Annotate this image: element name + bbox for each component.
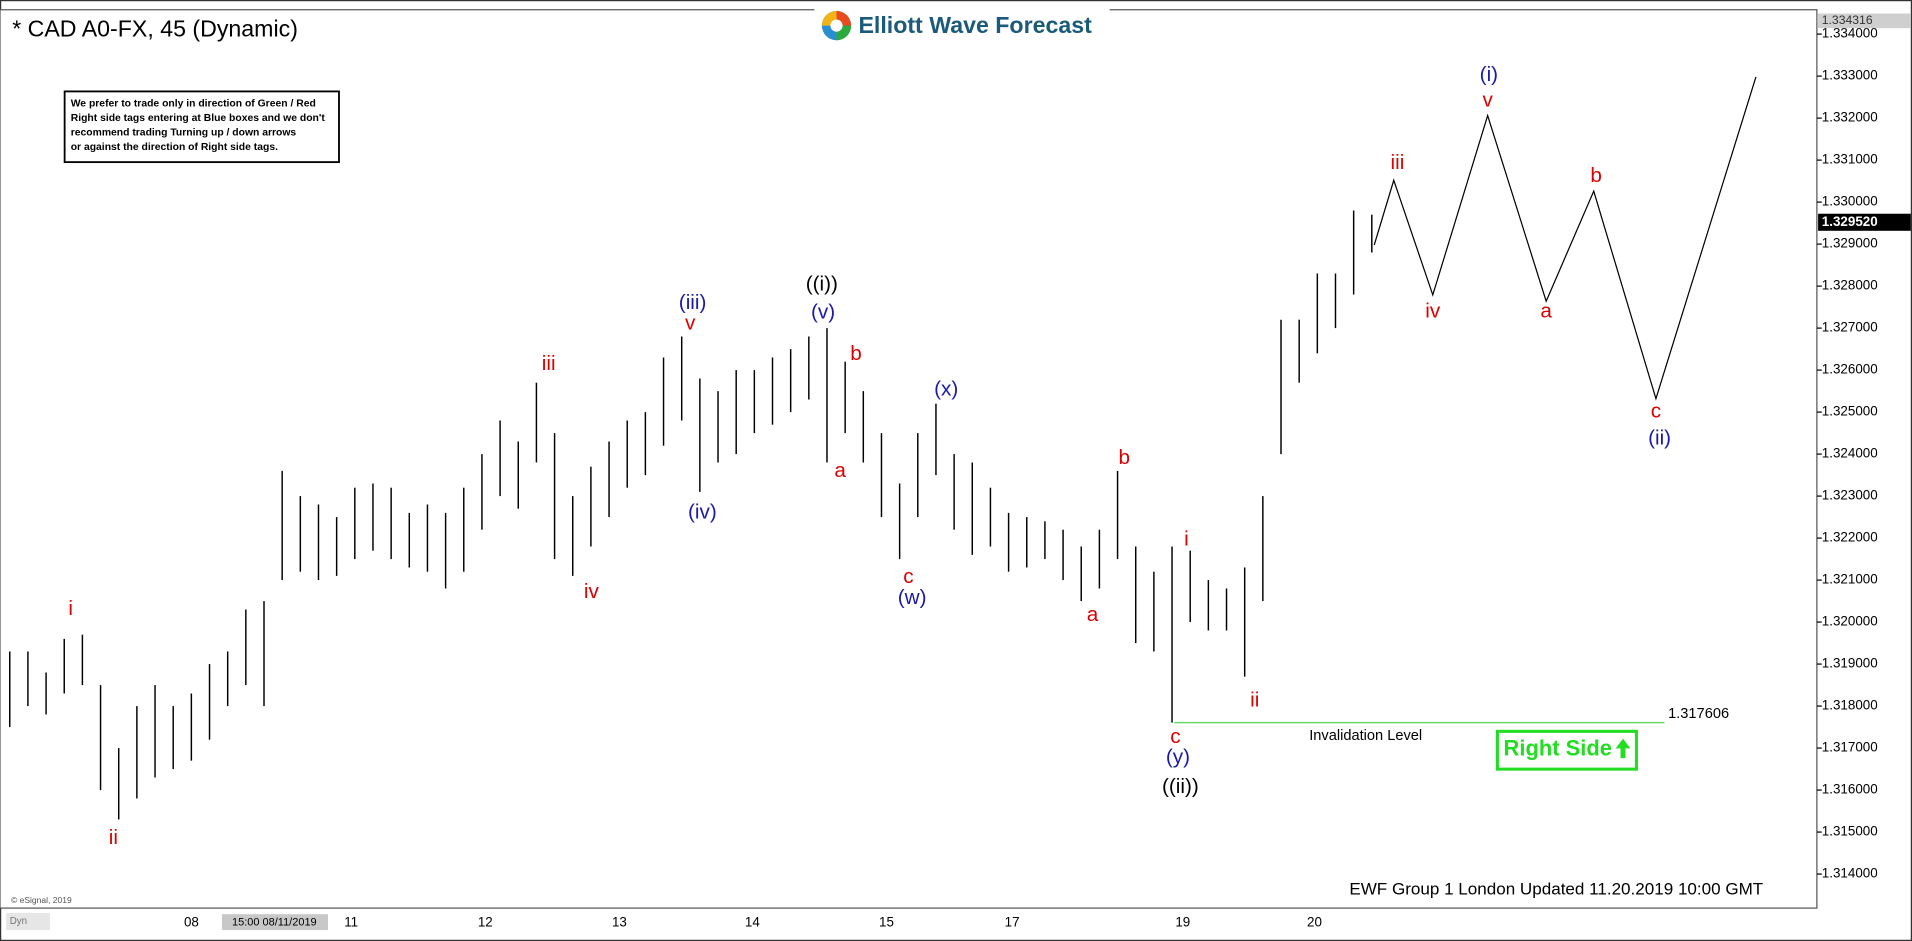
y-tick-label: 1.322000	[1822, 530, 1878, 545]
y-tick-label: 1.321000	[1822, 572, 1878, 587]
note-line: We prefer to trade only in direction of …	[71, 98, 316, 109]
y-tick-label: 1.326000	[1822, 362, 1878, 377]
wave-label: c	[1170, 725, 1180, 748]
wave-label: (ii)	[1648, 426, 1671, 449]
logo: Elliott Wave Forecast	[814, 4, 1110, 47]
wave-label: ii	[109, 826, 118, 849]
wave-label: (x)	[934, 378, 958, 401]
wave-label: b	[850, 342, 862, 365]
x-tick-label: 17	[1005, 914, 1020, 929]
x-tick-label: 08	[184, 914, 199, 929]
x-tick-label: 15:00 08/11/2019	[232, 917, 317, 929]
y-tick-label: 1.328000	[1822, 278, 1878, 293]
y-tick-label: 1.320000	[1822, 614, 1878, 629]
wave-label: v	[685, 312, 696, 335]
wave-label: iii	[542, 352, 556, 375]
note: We prefer to trade only in direction of …	[63, 90, 340, 164]
wave-label: (i)	[1480, 63, 1498, 86]
y-tick-label: 1.319000	[1822, 656, 1878, 671]
x-tick-label: 14	[745, 914, 760, 929]
wave-label: b	[1119, 446, 1131, 469]
last-price-box	[1818, 213, 1911, 231]
x-tick-label: 15	[879, 914, 894, 929]
y-tick-label: 1.318000	[1822, 698, 1878, 713]
wave-label: a	[1540, 300, 1552, 323]
y-tick-label: 1.315000	[1822, 824, 1878, 839]
high-label-box	[1818, 13, 1911, 29]
last-price-label: 1.329520	[1822, 214, 1878, 229]
logo-box	[814, 4, 1110, 47]
footer: EWF Group 1 London Updated 11.20.2019 10…	[1349, 879, 1763, 898]
x-tick-label: 19	[1175, 914, 1190, 929]
note-box	[63, 90, 340, 164]
x-tick-label: 20	[1307, 914, 1322, 929]
wave-label: c	[1651, 399, 1661, 422]
wave-label: i	[68, 597, 73, 620]
wave-label: c	[903, 565, 913, 588]
x-cursor-box	[221, 914, 329, 931]
wave-label: b	[1590, 164, 1602, 187]
wave-label: iv	[584, 580, 600, 603]
projection-line	[1373, 76, 1757, 401]
y-tick-label: 1.316000	[1822, 782, 1878, 797]
x-tick-label: 11	[344, 914, 358, 929]
right-side: Right Side	[1495, 729, 1638, 771]
wave-label: a	[1087, 603, 1099, 626]
y-tick-label: 1.330000	[1822, 194, 1878, 209]
right-side-box	[1495, 729, 1638, 771]
wave-label: (iv)	[688, 501, 717, 524]
right-side-arrow	[1615, 738, 1631, 759]
high-label: 1.334316	[1822, 13, 1873, 27]
copyright: © eSignal, 2019	[11, 895, 72, 905]
wave-label: i	[1184, 527, 1189, 550]
note-line: or against the direction of Right side t…	[71, 142, 278, 153]
wave-label: a	[834, 459, 846, 482]
y-tick-label: 1.323000	[1822, 488, 1878, 503]
y-tick-label: 1.327000	[1822, 320, 1878, 335]
wave-label: iii	[1391, 151, 1405, 174]
wave-label: (w)	[898, 586, 927, 609]
dyn-box	[6, 912, 50, 931]
wave-label: ((i))	[806, 273, 838, 296]
y-tick-label: 1.334000	[1822, 26, 1878, 41]
y-tick-label: 1.314000	[1822, 866, 1878, 881]
y-tick-label: 1.325000	[1822, 404, 1878, 419]
wave-label: (v)	[811, 301, 835, 324]
logo-icon	[830, 19, 843, 32]
wave-label: iv	[1425, 300, 1441, 323]
wave-label: v	[1482, 89, 1493, 112]
wave-label: (iii)	[679, 291, 707, 314]
note-line: Right side tags entering at Blue boxes a…	[71, 113, 326, 124]
invalidation-value: 1.317606	[1668, 706, 1729, 722]
note-line: recommend trading Turning up / down arro…	[71, 128, 297, 139]
y-tick-label: 1.329000	[1822, 236, 1878, 251]
logo-text: Elliott Wave Forecast	[858, 12, 1092, 38]
y-tick-label: 1.324000	[1822, 446, 1878, 461]
y-tick-label: 1.331000	[1822, 152, 1878, 167]
x-tick-label: 13	[612, 914, 627, 929]
y-tick-label: 1.317000	[1822, 740, 1878, 755]
x-tick-label: 12	[478, 914, 493, 929]
y-tick-label: 1.332000	[1822, 110, 1878, 125]
dyn: Dyn	[10, 916, 27, 927]
y-tick-label: 1.333000	[1822, 68, 1878, 83]
wave-label: ii	[1250, 688, 1259, 711]
wave-label: (y)	[1166, 746, 1190, 769]
chart-title: * CAD A0-FX, 45 (Dynamic)	[12, 16, 298, 42]
right-side-text: Right Side	[1504, 735, 1612, 760]
invalidation-label: Invalidation Level	[1309, 728, 1422, 744]
wave-label: ((ii))	[1162, 775, 1199, 798]
